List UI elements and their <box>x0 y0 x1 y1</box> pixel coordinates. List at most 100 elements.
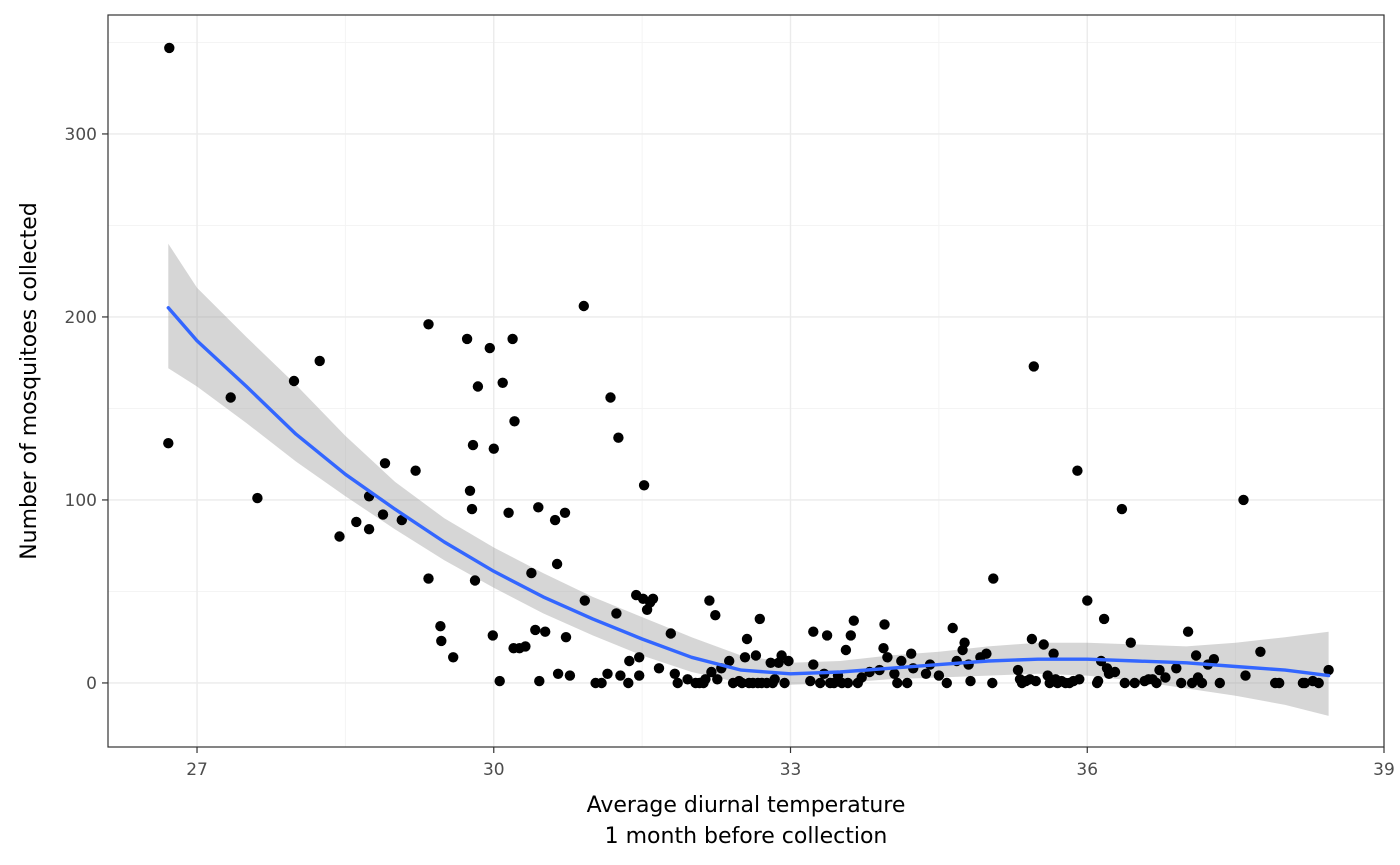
data-point <box>530 624 541 636</box>
data-point <box>1125 637 1137 648</box>
data-point <box>472 381 484 392</box>
data-point <box>1323 664 1334 676</box>
smooth-line-layer <box>166 306 1331 678</box>
data-point <box>1190 650 1202 661</box>
data-point <box>947 622 958 634</box>
data-point <box>363 524 375 535</box>
plot-panel-border <box>107 14 1385 748</box>
data-point <box>314 355 325 367</box>
data-point <box>933 670 945 681</box>
data-point <box>739 652 751 663</box>
data-point <box>351 516 362 528</box>
data-point <box>682 674 693 685</box>
data-point <box>1313 677 1324 689</box>
data-point <box>560 632 572 643</box>
data-point <box>623 677 634 689</box>
x-axis-title-line2: 1 month before collection <box>605 824 888 849</box>
data-point <box>507 333 518 345</box>
data-point <box>987 677 998 689</box>
x-axis-title-line1: Average diurnal temperature <box>587 793 906 818</box>
y-tick-label: 0 <box>86 674 97 694</box>
data-point <box>1109 666 1121 678</box>
data-point <box>467 439 479 451</box>
data-point <box>423 319 434 330</box>
data-point <box>1160 672 1171 683</box>
data-point <box>503 507 514 518</box>
data-point <box>615 670 626 681</box>
data-point <box>288 375 300 387</box>
data-point <box>1255 646 1266 657</box>
data-point <box>906 648 917 659</box>
data-point <box>559 507 571 518</box>
data-point <box>497 377 508 388</box>
data-point <box>882 652 893 663</box>
data-point <box>1092 675 1104 687</box>
data-point <box>448 652 459 663</box>
data-point <box>741 633 753 645</box>
data-point <box>1238 494 1249 506</box>
data-point <box>1214 677 1226 689</box>
y-tick-label: 100 <box>65 491 97 511</box>
data-point <box>902 677 913 689</box>
data-point <box>596 677 607 689</box>
confidence-band-layer <box>168 243 1329 716</box>
data-point <box>665 628 676 639</box>
data-point <box>856 672 867 683</box>
data-point <box>494 675 505 687</box>
data-point <box>1116 503 1128 515</box>
data-point <box>1038 639 1049 650</box>
data-point <box>469 575 481 586</box>
data-point <box>808 659 819 670</box>
confidence-band <box>168 243 1329 716</box>
y-axis-ticks: 0 100 200 300 <box>65 125 108 694</box>
data-point <box>1030 675 1042 687</box>
data-point <box>754 613 765 625</box>
data-point <box>653 663 665 674</box>
data-point <box>534 675 545 687</box>
data-point <box>842 677 854 689</box>
x-tick-label: 39 <box>1373 760 1395 780</box>
data-point <box>1129 677 1140 689</box>
data-point <box>669 668 680 679</box>
data-point <box>805 675 816 687</box>
data-point <box>436 635 447 647</box>
data-point <box>647 593 659 604</box>
data-point <box>1074 674 1085 685</box>
data-point <box>815 677 826 689</box>
data-point <box>163 438 174 449</box>
x-tick-label: 30 <box>483 760 505 780</box>
data-point <box>466 503 478 515</box>
data-point <box>578 300 589 312</box>
data-point <box>1119 677 1131 689</box>
x-tick-label: 33 <box>780 760 802 780</box>
data-point <box>410 465 421 476</box>
data-point <box>920 668 932 679</box>
data-point <box>611 608 622 619</box>
data-point <box>700 674 711 685</box>
loess-smooth-line <box>166 306 1331 678</box>
data-point <box>1072 465 1083 476</box>
data-point <box>549 514 561 526</box>
data-point <box>1082 595 1093 606</box>
data-point <box>423 573 434 584</box>
data-point <box>750 650 762 661</box>
data-point <box>840 644 852 656</box>
data-point <box>487 630 498 641</box>
data-point <box>1240 670 1251 681</box>
data-point <box>1208 654 1220 665</box>
data-point <box>1151 677 1162 689</box>
data-point <box>941 677 952 689</box>
data-point <box>1154 664 1165 676</box>
data-point <box>896 655 907 667</box>
data-points-layer <box>163 42 1334 689</box>
data-point <box>821 630 833 641</box>
data-point <box>712 674 723 685</box>
data-point <box>808 626 819 637</box>
data-point <box>1299 677 1311 689</box>
data-point <box>1098 613 1110 625</box>
data-point <box>1196 677 1208 689</box>
data-point <box>564 670 576 681</box>
data-point <box>164 42 175 54</box>
data-point <box>706 666 717 678</box>
